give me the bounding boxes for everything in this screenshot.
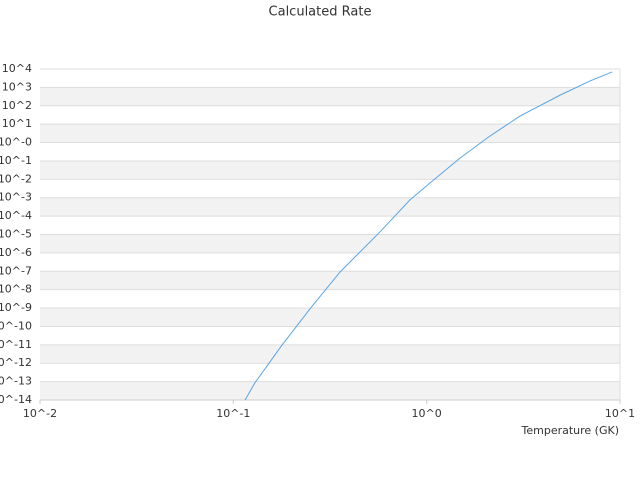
chart-title: Calculated Rate xyxy=(269,5,372,20)
grid-band xyxy=(40,381,620,400)
x-tick-label: 10^-1 xyxy=(216,407,250,420)
y-tick-label: 10^-4 xyxy=(0,209,32,222)
y-tick-label: 10^-11 xyxy=(0,338,32,351)
y-tick-label: 10^-6 xyxy=(0,246,32,259)
y-tick-label: 10^-1 xyxy=(0,154,32,167)
x-tick-label: 10^-2 xyxy=(23,407,57,420)
data-line xyxy=(244,71,613,401)
x-tick-label: 10^0 xyxy=(412,407,442,420)
y-tick-label: 10^-13 xyxy=(0,375,32,388)
y-tick-label: 10^-5 xyxy=(0,228,32,241)
y-tick-label: 10^1 xyxy=(2,117,32,130)
y-tick-label: 10^-9 xyxy=(0,301,32,314)
grid-band xyxy=(40,344,620,364)
y-tick-label: 10^4 xyxy=(2,62,32,75)
grid-band xyxy=(40,160,620,180)
y-tick-label: 10^-14 xyxy=(0,393,32,406)
grid-band xyxy=(40,308,620,327)
y-tick-label: 10^-0 xyxy=(0,136,32,149)
y-tick-label: 10^-8 xyxy=(0,283,32,296)
grid-band xyxy=(40,234,620,253)
grid-band xyxy=(40,197,620,217)
y-tick-label: 10^-2 xyxy=(0,172,32,185)
y-tick-label: 10^2 xyxy=(2,99,32,112)
grid-band xyxy=(40,87,620,106)
grid-band xyxy=(40,271,620,290)
x-axis-label: Temperature (GK) xyxy=(521,424,620,437)
y-tick-label: 10^-10 xyxy=(0,319,32,332)
y-tick-label: 10^-7 xyxy=(0,264,32,277)
grid-band xyxy=(40,124,620,143)
y-tick-label: 10^3 xyxy=(2,80,32,93)
x-tick-label: 10^1 xyxy=(605,407,635,420)
y-tick-label: 10^-3 xyxy=(0,191,32,204)
y-tick-label: 10^-12 xyxy=(0,356,32,369)
